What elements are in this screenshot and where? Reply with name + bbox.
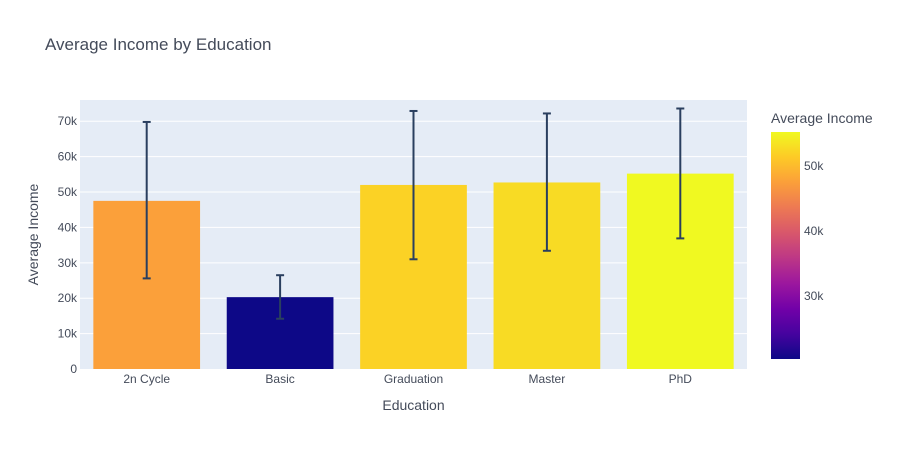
x-tick-label: PhD bbox=[669, 372, 693, 386]
x-axis-title: Education bbox=[382, 397, 444, 413]
y-tick-label: 10k bbox=[58, 327, 78, 341]
x-tick-label: Graduation bbox=[384, 372, 443, 386]
y-tick-label: 30k bbox=[58, 256, 78, 270]
x-tick-label: Master bbox=[529, 372, 566, 386]
y-tick-label: 60k bbox=[58, 150, 78, 164]
y-tick-label: 70k bbox=[58, 114, 78, 128]
error-bar bbox=[276, 274, 285, 320]
x-tick-label: 2n Cycle bbox=[123, 372, 170, 386]
error-bar bbox=[676, 107, 685, 240]
y-tick-label: 40k bbox=[58, 220, 78, 234]
error-bar bbox=[542, 112, 551, 252]
colorbar-tick-label: 50k bbox=[804, 159, 824, 173]
colorbar-title: Average Income bbox=[771, 110, 873, 126]
x-axis-ticks: 2n Cycle Basic Graduation Master PhD bbox=[123, 372, 692, 386]
chart-title: Average Income by Education bbox=[45, 35, 272, 54]
y-axis-ticks: 0 10k 20k 30k 40k 50k 60k 70k bbox=[58, 114, 78, 376]
y-tick-label: 20k bbox=[58, 291, 78, 305]
error-bar bbox=[409, 109, 418, 261]
colorbar-ticks: 30k 40k 50k bbox=[804, 159, 824, 303]
colorbar-tick-label: 40k bbox=[804, 224, 824, 238]
y-axis-title: Average Income bbox=[25, 183, 41, 285]
colorbar bbox=[771, 132, 800, 359]
error-bars bbox=[142, 107, 685, 320]
colorbar-tick-label: 30k bbox=[804, 289, 824, 303]
error-bar bbox=[142, 120, 151, 280]
y-tick-label: 50k bbox=[58, 185, 78, 199]
x-tick-label: Basic bbox=[265, 372, 294, 386]
y-tick-label: 0 bbox=[70, 362, 77, 376]
